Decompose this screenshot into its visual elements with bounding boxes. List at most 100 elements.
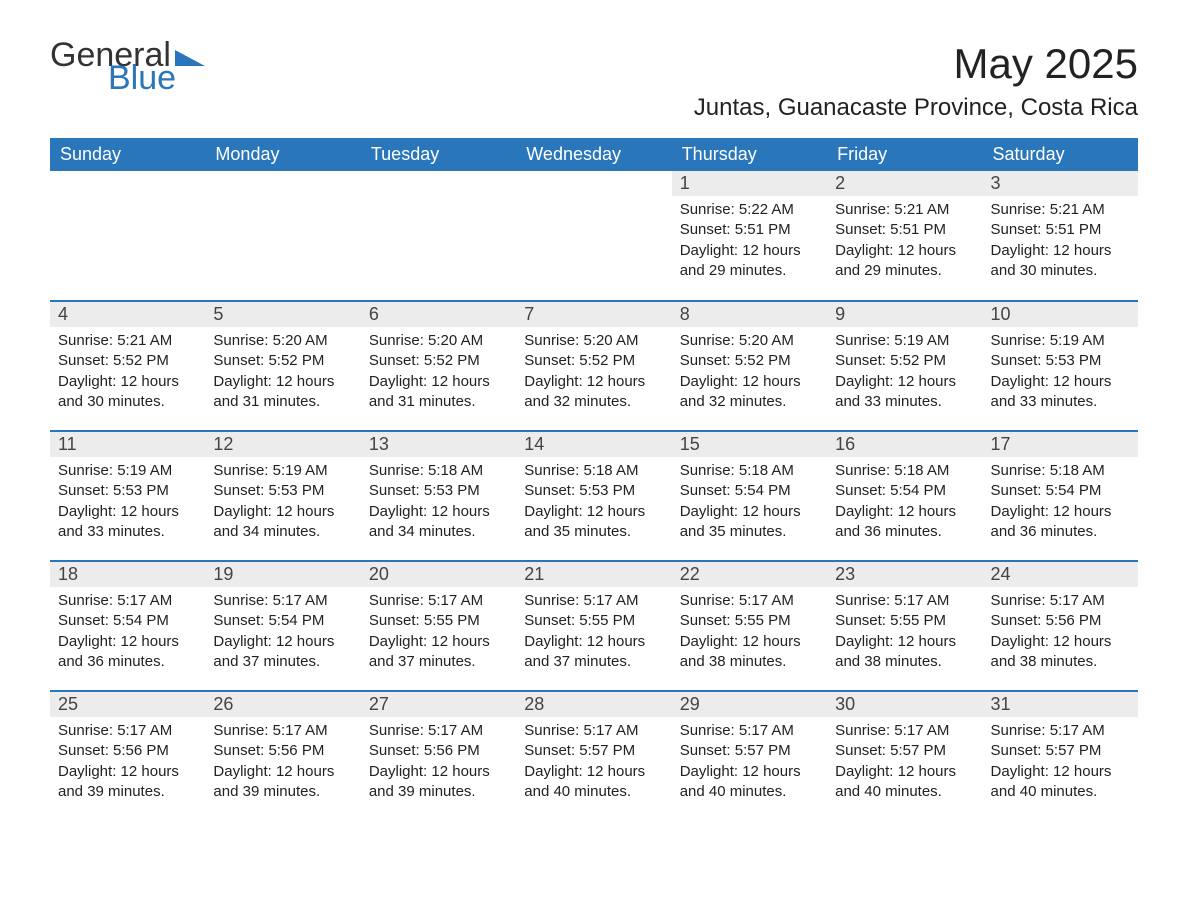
calendar-cell: 3Sunrise: 5:21 AMSunset: 5:51 PMDaylight… (983, 171, 1138, 301)
sunset-text: Sunset: 5:52 PM (58, 351, 197, 371)
daylight-text: Daylight: 12 hours and 35 minutes. (680, 502, 819, 543)
day-number: 28 (516, 692, 671, 717)
calendar-cell: 23Sunrise: 5:17 AMSunset: 5:55 PMDayligh… (827, 561, 982, 691)
sunset-text: Sunset: 5:55 PM (835, 611, 974, 631)
daylight-text: Daylight: 12 hours and 30 minutes. (991, 241, 1130, 282)
day-body: Sunrise: 5:17 AMSunset: 5:57 PMDaylight:… (983, 717, 1138, 810)
calendar-cell: 25Sunrise: 5:17 AMSunset: 5:56 PMDayligh… (50, 691, 205, 821)
calendar-cell: 4Sunrise: 5:21 AMSunset: 5:52 PMDaylight… (50, 301, 205, 431)
daylight-text: Daylight: 12 hours and 40 minutes. (835, 762, 974, 803)
sunset-text: Sunset: 5:54 PM (213, 611, 352, 631)
daylight-text: Daylight: 12 hours and 36 minutes. (58, 632, 197, 673)
sunrise-text: Sunrise: 5:17 AM (58, 591, 197, 611)
sunrise-text: Sunrise: 5:17 AM (213, 721, 352, 741)
day-body: Sunrise: 5:19 AMSunset: 5:53 PMDaylight:… (983, 327, 1138, 420)
day-number: 30 (827, 692, 982, 717)
sunset-text: Sunset: 5:52 PM (369, 351, 508, 371)
calendar-cell: 26Sunrise: 5:17 AMSunset: 5:56 PMDayligh… (205, 691, 360, 821)
day-body: Sunrise: 5:17 AMSunset: 5:57 PMDaylight:… (672, 717, 827, 810)
sunrise-text: Sunrise: 5:18 AM (524, 461, 663, 481)
daylight-text: Daylight: 12 hours and 31 minutes. (369, 372, 508, 413)
day-body: Sunrise: 5:17 AMSunset: 5:55 PMDaylight:… (361, 587, 516, 680)
calendar-cell: 8Sunrise: 5:20 AMSunset: 5:52 PMDaylight… (672, 301, 827, 431)
daylight-text: Daylight: 12 hours and 34 minutes. (369, 502, 508, 543)
calendar-cell: 27Sunrise: 5:17 AMSunset: 5:56 PMDayligh… (361, 691, 516, 821)
sunset-text: Sunset: 5:52 PM (835, 351, 974, 371)
day-number: 10 (983, 302, 1138, 327)
calendar-cell: 24Sunrise: 5:17 AMSunset: 5:56 PMDayligh… (983, 561, 1138, 691)
day-body: Sunrise: 5:20 AMSunset: 5:52 PMDaylight:… (205, 327, 360, 420)
weekday-thursday: Thursday (672, 138, 827, 171)
sunrise-text: Sunrise: 5:17 AM (58, 721, 197, 741)
month-title: May 2025 (694, 40, 1138, 88)
sunset-text: Sunset: 5:55 PM (369, 611, 508, 631)
day-number: 2 (827, 171, 982, 196)
sunrise-text: Sunrise: 5:17 AM (680, 591, 819, 611)
sunset-text: Sunset: 5:53 PM (213, 481, 352, 501)
sunrise-text: Sunrise: 5:17 AM (213, 591, 352, 611)
sunset-text: Sunset: 5:57 PM (835, 741, 974, 761)
day-number: 24 (983, 562, 1138, 587)
calendar-cell: 22Sunrise: 5:17 AMSunset: 5:55 PMDayligh… (672, 561, 827, 691)
day-number: 25 (50, 692, 205, 717)
day-body: Sunrise: 5:17 AMSunset: 5:55 PMDaylight:… (516, 587, 671, 680)
day-number: 5 (205, 302, 360, 327)
sunset-text: Sunset: 5:56 PM (213, 741, 352, 761)
daylight-text: Daylight: 12 hours and 33 minutes. (991, 372, 1130, 413)
sunrise-text: Sunrise: 5:20 AM (680, 331, 819, 351)
day-number: 1 (672, 171, 827, 196)
day-number: 31 (983, 692, 1138, 717)
weekday-header-row: Sunday Monday Tuesday Wednesday Thursday… (50, 138, 1138, 171)
calendar-cell: 10Sunrise: 5:19 AMSunset: 5:53 PMDayligh… (983, 301, 1138, 431)
daylight-text: Daylight: 12 hours and 37 minutes. (524, 632, 663, 673)
calendar-cell: 2Sunrise: 5:21 AMSunset: 5:51 PMDaylight… (827, 171, 982, 301)
sunrise-text: Sunrise: 5:17 AM (369, 591, 508, 611)
day-number: 9 (827, 302, 982, 327)
sunset-text: Sunset: 5:57 PM (680, 741, 819, 761)
day-body: Sunrise: 5:17 AMSunset: 5:55 PMDaylight:… (672, 587, 827, 680)
sunrise-text: Sunrise: 5:18 AM (680, 461, 819, 481)
day-number: 23 (827, 562, 982, 587)
day-body: Sunrise: 5:17 AMSunset: 5:56 PMDaylight:… (983, 587, 1138, 680)
daylight-text: Daylight: 12 hours and 33 minutes. (58, 502, 197, 543)
sunrise-text: Sunrise: 5:17 AM (369, 721, 508, 741)
calendar-cell: 13Sunrise: 5:18 AMSunset: 5:53 PMDayligh… (361, 431, 516, 561)
weekday-tuesday: Tuesday (361, 138, 516, 171)
day-body: Sunrise: 5:18 AMSunset: 5:54 PMDaylight:… (827, 457, 982, 550)
calendar-cell: 16Sunrise: 5:18 AMSunset: 5:54 PMDayligh… (827, 431, 982, 561)
day-number: 16 (827, 432, 982, 457)
daylight-text: Daylight: 12 hours and 31 minutes. (213, 372, 352, 413)
logo: General Blue (50, 40, 205, 93)
day-number: 11 (50, 432, 205, 457)
daylight-text: Daylight: 12 hours and 32 minutes. (680, 372, 819, 413)
sunrise-text: Sunrise: 5:17 AM (835, 591, 974, 611)
day-number: 22 (672, 562, 827, 587)
day-body: Sunrise: 5:18 AMSunset: 5:53 PMDaylight:… (361, 457, 516, 550)
daylight-text: Daylight: 12 hours and 39 minutes. (213, 762, 352, 803)
sunset-text: Sunset: 5:52 PM (680, 351, 819, 371)
calendar-cell: 20Sunrise: 5:17 AMSunset: 5:55 PMDayligh… (361, 561, 516, 691)
sunset-text: Sunset: 5:56 PM (58, 741, 197, 761)
day-body: Sunrise: 5:20 AMSunset: 5:52 PMDaylight:… (672, 327, 827, 420)
day-body: Sunrise: 5:17 AMSunset: 5:57 PMDaylight:… (827, 717, 982, 810)
day-number: 19 (205, 562, 360, 587)
day-body: Sunrise: 5:19 AMSunset: 5:53 PMDaylight:… (50, 457, 205, 550)
page-header: General Blue May 2025 Juntas, Guanacaste… (50, 40, 1138, 132)
calendar-cell (50, 171, 205, 301)
day-number: 17 (983, 432, 1138, 457)
daylight-text: Daylight: 12 hours and 36 minutes. (835, 502, 974, 543)
day-number: 12 (205, 432, 360, 457)
daylight-text: Daylight: 12 hours and 35 minutes. (524, 502, 663, 543)
calendar-cell: 14Sunrise: 5:18 AMSunset: 5:53 PMDayligh… (516, 431, 671, 561)
sunset-text: Sunset: 5:54 PM (58, 611, 197, 631)
day-body: Sunrise: 5:17 AMSunset: 5:56 PMDaylight:… (205, 717, 360, 810)
calendar-cell: 19Sunrise: 5:17 AMSunset: 5:54 PMDayligh… (205, 561, 360, 691)
calendar-cell: 15Sunrise: 5:18 AMSunset: 5:54 PMDayligh… (672, 431, 827, 561)
calendar-cell: 1Sunrise: 5:22 AMSunset: 5:51 PMDaylight… (672, 171, 827, 301)
sunset-text: Sunset: 5:52 PM (524, 351, 663, 371)
sunrise-text: Sunrise: 5:21 AM (991, 200, 1130, 220)
day-number: 7 (516, 302, 671, 327)
sunset-text: Sunset: 5:57 PM (991, 741, 1130, 761)
sunset-text: Sunset: 5:53 PM (369, 481, 508, 501)
calendar-week-row: 25Sunrise: 5:17 AMSunset: 5:56 PMDayligh… (50, 691, 1138, 821)
